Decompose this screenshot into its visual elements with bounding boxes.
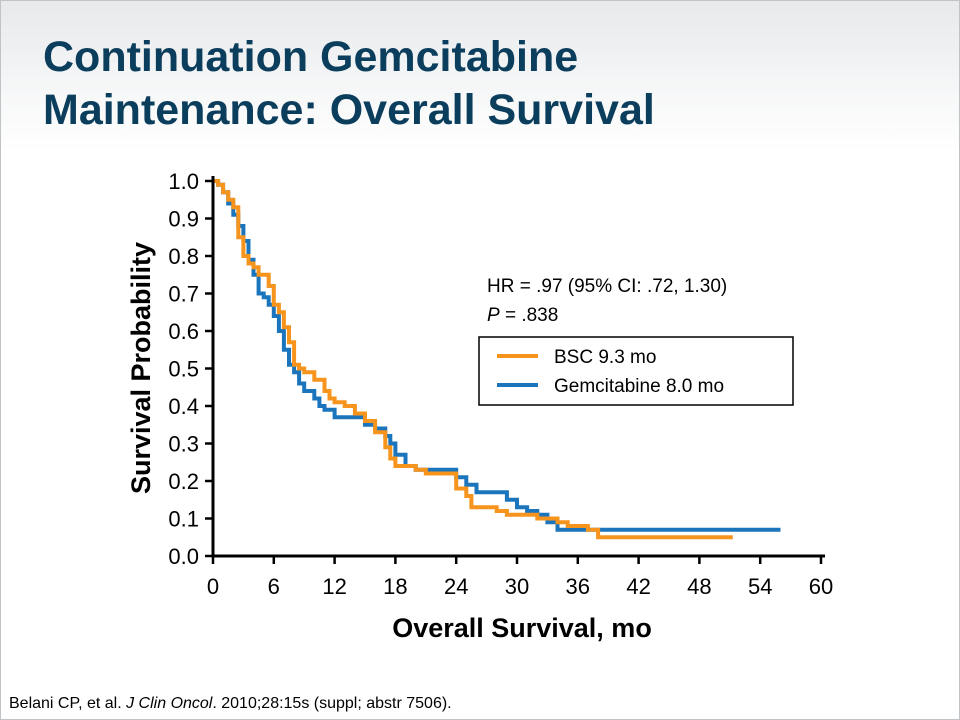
y-tick-label: 0.6 bbox=[168, 319, 199, 344]
y-tick-label: 0.3 bbox=[168, 432, 199, 457]
x-axis-title: Overall Survival, mo bbox=[392, 613, 652, 643]
x-tick-label: 36 bbox=[566, 574, 590, 599]
slide-title-line-1: Continuation Gemcitabine bbox=[43, 33, 579, 81]
y-tick-label: 0.9 bbox=[168, 207, 199, 232]
chart-ticks-layer: 0.0 0.1 0.2 0.3 0.4 0.5 0.6 0.7 0.8 0.9 1.0 0 6 12 18 2… bbox=[168, 169, 833, 599]
chart-legend: BSC 9.3 mo Gemcitabine 8.0 mo bbox=[478, 336, 794, 406]
x-tick-label: 54 bbox=[748, 574, 772, 599]
legend-box bbox=[478, 336, 794, 406]
x-tick-label: 0 bbox=[207, 574, 219, 599]
x-tick-label: 24 bbox=[444, 574, 468, 599]
x-tick-label: 30 bbox=[505, 574, 529, 599]
slide-title-line-2: Maintenance: Overall Survival bbox=[43, 86, 655, 134]
y-tick-label: 0.0 bbox=[168, 544, 199, 569]
y-tick-label: 0.7 bbox=[168, 282, 199, 307]
citation-details: . 2010;28:15s (suppl; abstr 7506). bbox=[212, 695, 452, 712]
x-tick-label: 6 bbox=[268, 574, 280, 599]
x-tick-label: 60 bbox=[809, 574, 833, 599]
x-tick-label: 48 bbox=[687, 574, 711, 599]
y-tick-label: 0.8 bbox=[168, 244, 199, 269]
slide-title: Continuation Gemcitabine Maintenance: Ov… bbox=[43, 31, 923, 137]
p-value-text: P = .838 bbox=[487, 305, 558, 326]
p-value-label: P bbox=[487, 305, 500, 326]
citation: Belani CP, et al. J Clin Oncol. 2010;28:… bbox=[9, 695, 452, 713]
y-tick-label: 0.2 bbox=[168, 469, 199, 494]
x-tick-label: 12 bbox=[322, 574, 346, 599]
p-value-number: = .838 bbox=[500, 305, 559, 326]
x-tick-label: 18 bbox=[383, 574, 407, 599]
y-tick-label: 1.0 bbox=[168, 169, 199, 194]
citation-journal: J Clin Oncol bbox=[126, 695, 213, 712]
citation-authors: Belani CP, et al. bbox=[9, 695, 127, 712]
y-tick-label: 0.1 bbox=[168, 507, 199, 532]
y-tick-label: 0.5 bbox=[168, 357, 199, 382]
y-tick-label: 0.4 bbox=[168, 394, 199, 419]
legend-label-bsc: BSC 9.3 mo bbox=[554, 347, 656, 368]
x-tick-label: 42 bbox=[626, 574, 650, 599]
chart-series-layer bbox=[213, 179, 781, 540]
hazard-ratio-text: HR = .97 (95% CI: .72, 1.30) bbox=[487, 276, 727, 297]
legend-label-gemcitabine: Gemcitabine 8.0 mo bbox=[554, 376, 724, 397]
y-axis-title: Survival Probability bbox=[126, 242, 156, 494]
series-line-bsc bbox=[213, 179, 733, 540]
